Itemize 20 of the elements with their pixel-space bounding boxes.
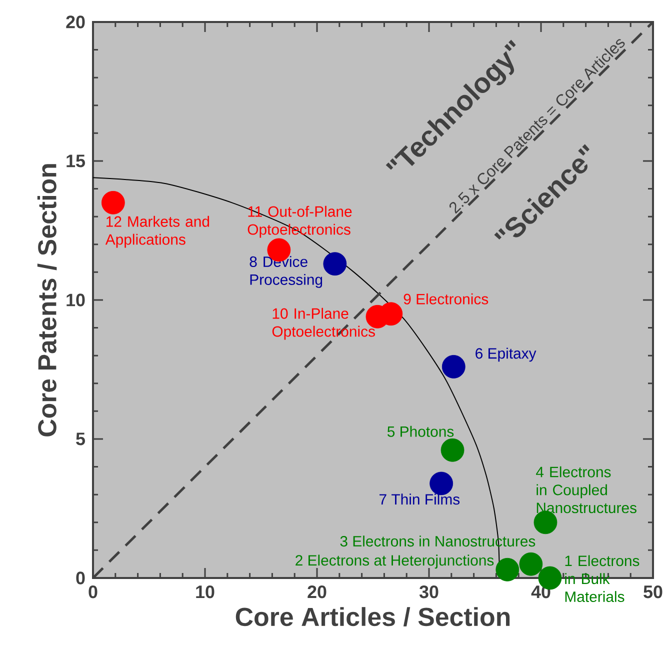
annotation: 10 In-Plane Optoelectronics [272,308,375,340]
x-tick-label: 20 [308,585,326,598]
x-tick-label: 10 [196,585,214,598]
annotation: 6 Epitaxy [476,348,536,362]
y-tick-label: 5 [76,432,85,446]
x-tick-label: 50 [644,585,662,598]
x-tick-label: 0 [88,585,98,598]
annotation: 5 Photons [387,426,454,437]
x-axis-title: Core Articles / Section [236,607,510,626]
y-tick-label: 15 [66,154,85,168]
annotation: 4 Electrons in Coupled Nanostructures [536,466,636,514]
annotation: 7 Thin Films [380,494,460,505]
y-tick-label: 0 [76,572,85,584]
annotation: 12 Markets and Applications [105,216,210,248]
y-axis-title: Core Patents / Section [37,164,57,436]
x-tick-label: 30 [419,585,438,598]
y-tick-label: 20 [66,16,85,28]
annotation: 9 Electronics [404,293,488,304]
y-tick-label: 10 [66,294,85,306]
annotation: 2 Electrons at Heterojunctions [296,554,494,569]
